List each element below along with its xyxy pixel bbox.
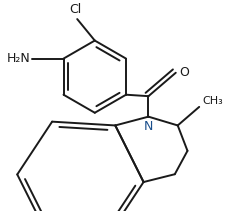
Text: Cl: Cl [69, 3, 81, 16]
Text: O: O [180, 66, 190, 79]
Text: N: N [144, 120, 153, 132]
Text: CH₃: CH₃ [202, 96, 223, 106]
Text: H₂N: H₂N [7, 52, 30, 65]
